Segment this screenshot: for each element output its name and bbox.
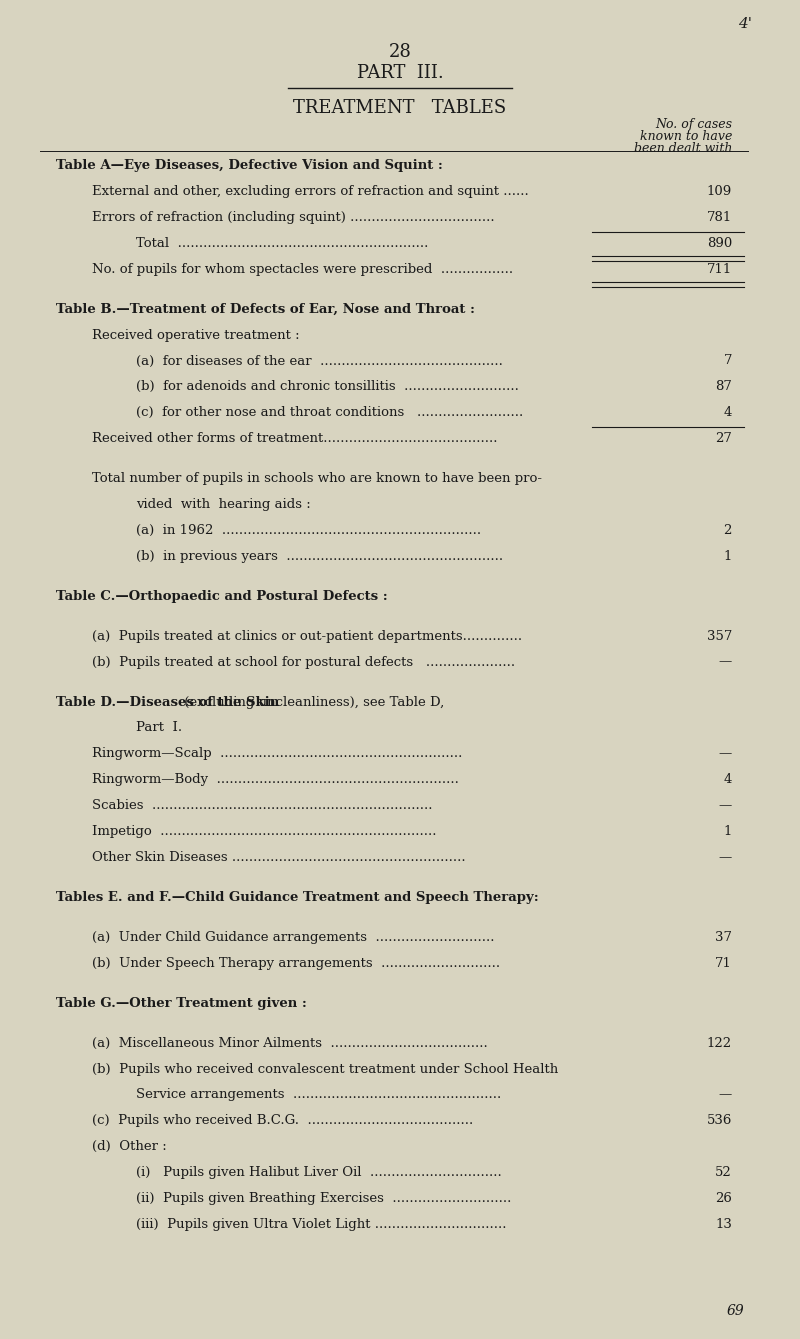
Text: Ringworm—Body  .........................................................: Ringworm—Body ..........................… bbox=[92, 773, 459, 786]
Text: 27: 27 bbox=[715, 432, 732, 445]
Text: Part  I.: Part I. bbox=[136, 722, 182, 734]
Text: (b)  Pupils who received convalescent treatment under School Health: (b) Pupils who received convalescent tre… bbox=[92, 1063, 558, 1075]
Text: 28: 28 bbox=[389, 43, 411, 60]
Text: known to have: known to have bbox=[640, 130, 732, 143]
Text: 109: 109 bbox=[706, 185, 732, 198]
Text: (a)  for diseases of the ear  ...........................................: (a) for diseases of the ear ............… bbox=[136, 355, 503, 367]
Text: Other Skin Diseases .......................................................: Other Skin Diseases ....................… bbox=[92, 850, 466, 864]
Text: 26: 26 bbox=[715, 1192, 732, 1205]
Text: (i)   Pupils given Halibut Liver Oil  ...............................: (i) Pupils given Halibut Liver Oil .....… bbox=[136, 1166, 502, 1178]
Text: (c)  Pupils who received B.C.G.  .......................................: (c) Pupils who received B.C.G. .........… bbox=[92, 1114, 474, 1127]
Text: Received operative treatment :: Received operative treatment : bbox=[92, 328, 300, 341]
Text: 87: 87 bbox=[715, 380, 732, 394]
Text: 37: 37 bbox=[715, 931, 732, 944]
Text: vided  with  hearing aids :: vided with hearing aids : bbox=[136, 498, 310, 511]
Text: No. of cases: No. of cases bbox=[655, 118, 732, 131]
Text: Tables E. and F.—Child Guidance Treatment and Speech Therapy:: Tables E. and F.—Child Guidance Treatmen… bbox=[56, 890, 538, 904]
Text: (excluding uncleanliness), see Table D,: (excluding uncleanliness), see Table D, bbox=[180, 695, 444, 708]
Text: Errors of refraction (including squint) ..................................: Errors of refraction (including squint) … bbox=[92, 212, 494, 224]
Text: No. of pupils for whom spectacles were prescribed  .................: No. of pupils for whom spectacles were p… bbox=[92, 262, 513, 276]
Text: (b)  Under Speech Therapy arrangements  ............................: (b) Under Speech Therapy arrangements ..… bbox=[92, 956, 500, 969]
Text: External and other, excluding errors of refraction and squint ......: External and other, excluding errors of … bbox=[92, 185, 529, 198]
Text: Table B.—Treatment of Defects of Ear, Nose and Throat :: Table B.—Treatment of Defects of Ear, No… bbox=[56, 303, 475, 316]
Text: 69: 69 bbox=[726, 1304, 744, 1318]
Text: (a)  Under Child Guidance arrangements  ............................: (a) Under Child Guidance arrangements ..… bbox=[92, 931, 494, 944]
Text: Impetigo  .................................................................: Impetigo ...............................… bbox=[92, 825, 437, 838]
Text: 13: 13 bbox=[715, 1217, 732, 1231]
Text: TREATMENT   TABLES: TREATMENT TABLES bbox=[294, 99, 506, 116]
Text: Table D.—Diseases of the Skin: Table D.—Diseases of the Skin bbox=[56, 695, 279, 708]
Text: (a)  in 1962  .............................................................: (a) in 1962 ............................… bbox=[136, 524, 481, 537]
Text: 122: 122 bbox=[707, 1036, 732, 1050]
Text: Received other forms of treatment.........................................: Received other forms of treatment.......… bbox=[92, 432, 498, 445]
Text: —: — bbox=[718, 656, 732, 668]
Text: 2: 2 bbox=[724, 524, 732, 537]
Text: (a)  Miscellaneous Minor Ailments  .....................................: (a) Miscellaneous Minor Ailments .......… bbox=[92, 1036, 488, 1050]
Text: (b)  in previous years  ...................................................: (b) in previous years ..................… bbox=[136, 549, 503, 562]
Text: Total  ...........................................................: Total ..................................… bbox=[136, 237, 428, 250]
Text: (b)  for adenoids and chronic tonsillitis  ...........................: (b) for adenoids and chronic tonsillitis… bbox=[136, 380, 519, 394]
Text: (b)  Pupils treated at school for postural defects   .....................: (b) Pupils treated at school for postura… bbox=[92, 656, 515, 668]
Text: 4: 4 bbox=[724, 406, 732, 419]
Text: 4': 4' bbox=[738, 17, 752, 31]
Text: 7: 7 bbox=[723, 355, 732, 367]
Text: 711: 711 bbox=[706, 262, 732, 276]
Text: Total number of pupils in schools who are known to have been pro-: Total number of pupils in schools who ar… bbox=[92, 473, 542, 485]
Text: —: — bbox=[718, 1089, 732, 1102]
Text: Table A—Eye Diseases, Defective Vision and Squint :: Table A—Eye Diseases, Defective Vision a… bbox=[56, 159, 443, 173]
Text: 357: 357 bbox=[706, 629, 732, 643]
Text: (a)  Pupils treated at clinics or out-patient departments..............: (a) Pupils treated at clinics or out-pat… bbox=[92, 629, 522, 643]
Text: (ii)  Pupils given Breathing Exercises  ............................: (ii) Pupils given Breathing Exercises ..… bbox=[136, 1192, 511, 1205]
Text: Table G.—Other Treatment given :: Table G.—Other Treatment given : bbox=[56, 996, 307, 1010]
Text: 890: 890 bbox=[706, 237, 732, 250]
Text: Table C.—Orthopaedic and Postural Defects :: Table C.—Orthopaedic and Postural Defect… bbox=[56, 589, 388, 603]
Text: been dealt with: been dealt with bbox=[634, 142, 732, 155]
Text: —: — bbox=[718, 799, 732, 811]
Text: 781: 781 bbox=[706, 212, 732, 224]
Text: —: — bbox=[718, 747, 732, 761]
Text: 536: 536 bbox=[706, 1114, 732, 1127]
Text: (c)  for other nose and throat conditions   .........................: (c) for other nose and throat conditions… bbox=[136, 406, 523, 419]
Text: 1: 1 bbox=[724, 825, 732, 838]
Text: 52: 52 bbox=[715, 1166, 732, 1178]
Text: 4: 4 bbox=[724, 773, 732, 786]
Text: Service arrangements  .................................................: Service arrangements ...................… bbox=[136, 1089, 502, 1102]
Text: Ringworm—Scalp  .........................................................: Ringworm—Scalp .........................… bbox=[92, 747, 462, 761]
Text: (iii)  Pupils given Ultra Violet Light ...............................: (iii) Pupils given Ultra Violet Light ..… bbox=[136, 1217, 506, 1231]
Text: PART  III.: PART III. bbox=[357, 64, 443, 82]
Text: —: — bbox=[718, 850, 732, 864]
Text: 1: 1 bbox=[724, 549, 732, 562]
Text: (d)  Other :: (d) Other : bbox=[92, 1139, 166, 1153]
Text: 71: 71 bbox=[715, 956, 732, 969]
Text: Scabies  ..................................................................: Scabies ................................… bbox=[92, 799, 433, 811]
